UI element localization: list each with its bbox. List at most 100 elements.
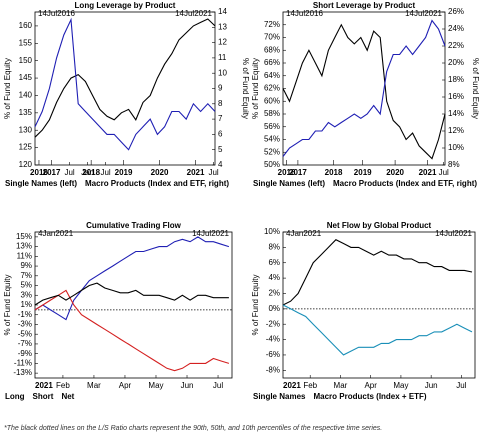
chart-title: Long Leverage by Product — [75, 1, 176, 10]
x-tick-label: Apr — [364, 381, 377, 390]
chart-title: Short Leverage by Product — [313, 1, 416, 10]
series-line — [34, 17, 216, 151]
y2-tick-label: 22% — [448, 41, 464, 50]
series-line — [282, 304, 473, 356]
end-label: 14Jul2021 — [175, 9, 212, 18]
x-tick-label: Jul — [208, 168, 218, 177]
y-tick-label: 6% — [268, 258, 280, 267]
y-tick-label: 60% — [264, 96, 280, 105]
year-label: 2019 — [354, 168, 372, 177]
y2-tick-label: 10 — [218, 68, 227, 77]
x-tick-label: May — [148, 381, 163, 390]
y2-tick-label: 16% — [448, 92, 464, 101]
y-tick-label: 120 — [19, 160, 33, 169]
x-tick-label: May — [393, 381, 408, 390]
y-tick-label: -11% — [14, 359, 32, 368]
y2-tick-label: 13 — [218, 22, 227, 31]
year-label: 2017 — [43, 168, 61, 177]
year-label: 2018 — [325, 168, 343, 177]
plot-frame — [34, 11, 216, 166]
y-tick-label: -6% — [266, 350, 280, 359]
series-line — [282, 19, 446, 157]
y-tick-label: 50% — [264, 160, 280, 169]
y-tick-label: 160 — [19, 21, 33, 30]
x-tick-label: Jul — [64, 168, 74, 177]
y-tick-label: 58% — [264, 109, 280, 118]
year-label: 2020 — [386, 168, 404, 177]
year-label: 2016 — [278, 168, 296, 177]
plot-frame — [282, 11, 446, 166]
y2-tick-label: 10% — [448, 143, 464, 152]
end-label: 14Jul2021 — [405, 9, 442, 18]
y-tick-label: 11% — [17, 251, 32, 260]
y-tick-label: -7% — [18, 339, 32, 348]
x-tick-label: Mar — [334, 381, 348, 390]
y-tick-label: 66% — [264, 58, 280, 67]
y2-axis-title: % of Fund Equity — [241, 58, 250, 119]
y-tick-label: -3% — [18, 320, 32, 329]
y-tick-label: 72% — [264, 20, 280, 29]
y-tick-label: 70% — [264, 33, 280, 42]
year-label: 2021 — [35, 381, 53, 390]
y-tick-label: 3% — [20, 290, 32, 299]
y2-tick-label: 5 — [218, 145, 223, 154]
y-tick-label: -1% — [18, 310, 32, 319]
legend-label: Short — [33, 392, 54, 401]
end-label: 14Jul2021 — [435, 229, 472, 238]
y-tick-label: 135 — [19, 108, 33, 117]
y-tick-label: 62% — [264, 84, 280, 93]
chart-title: Cumulative Trading Flow — [86, 221, 181, 230]
series-line — [34, 289, 230, 372]
y2-tick-label: 20% — [448, 58, 464, 67]
legend-label: Net — [61, 392, 74, 401]
y-tick-label: 140 — [19, 91, 33, 100]
start-label: 14Jul2016 — [38, 9, 75, 18]
y-tick-label: -13% — [13, 368, 32, 377]
y-tick-label: -8% — [266, 365, 280, 374]
y-tick-label: 150 — [19, 56, 33, 65]
y-axis-title: % of Fund Equity — [3, 58, 12, 119]
x-tick-label: Jul — [100, 168, 110, 177]
year-label: 2016 — [30, 168, 48, 177]
y2-tick-label: 9 — [218, 84, 223, 93]
x-tick-label: Jul — [439, 168, 449, 177]
start-label: 4Jan2021 — [38, 229, 74, 238]
y-tick-label: -2% — [266, 319, 280, 328]
y-tick-label: 130 — [19, 125, 33, 134]
plot-frame — [34, 231, 233, 379]
y2-tick-label: 14% — [448, 109, 464, 118]
y-tick-label: 56% — [264, 122, 280, 131]
y-tick-label: 2% — [268, 289, 280, 298]
series-line — [34, 18, 216, 138]
legend-label: Long — [5, 392, 25, 401]
legend-label: Macro Products (Index and ETF, right) — [333, 179, 477, 188]
y2-tick-label: 8 — [218, 99, 223, 108]
y-tick-label: 155 — [19, 38, 33, 47]
y2-tick-label: 7 — [218, 114, 223, 123]
start-label: 14Jul2016 — [286, 9, 323, 18]
year-label: 2018 — [82, 168, 100, 177]
y2-tick-label: 14 — [218, 7, 227, 16]
y-tick-label: -5% — [18, 329, 32, 338]
x-tick-label: Feb — [303, 381, 317, 390]
end-label: 14Jul2021 — [192, 229, 229, 238]
y-axis-title: % of Fund Equity — [251, 58, 260, 119]
y-tick-label: 125 — [19, 143, 33, 152]
x-tick-label: Jun — [425, 381, 438, 390]
series-line — [34, 282, 229, 306]
y-tick-label: 9% — [20, 261, 32, 270]
x-tick-label: Jun — [181, 381, 194, 390]
legend-label: Macro Products (Index + ETF) — [313, 392, 426, 401]
y-axis-title: % of Fund Equity — [251, 275, 260, 336]
y2-tick-label: 8% — [448, 160, 460, 169]
x-tick-label: Feb — [56, 381, 70, 390]
y2-tick-label: 4 — [218, 160, 223, 169]
year-label: 2021 — [187, 168, 205, 177]
x-tick-label: Apr — [119, 381, 132, 390]
y2-tick-label: 18% — [448, 75, 464, 84]
year-label: 2017 — [289, 168, 307, 177]
y-tick-label: -4% — [266, 335, 280, 344]
y2-tick-label: 12% — [448, 126, 464, 135]
y2-tick-label: 12 — [218, 38, 227, 47]
